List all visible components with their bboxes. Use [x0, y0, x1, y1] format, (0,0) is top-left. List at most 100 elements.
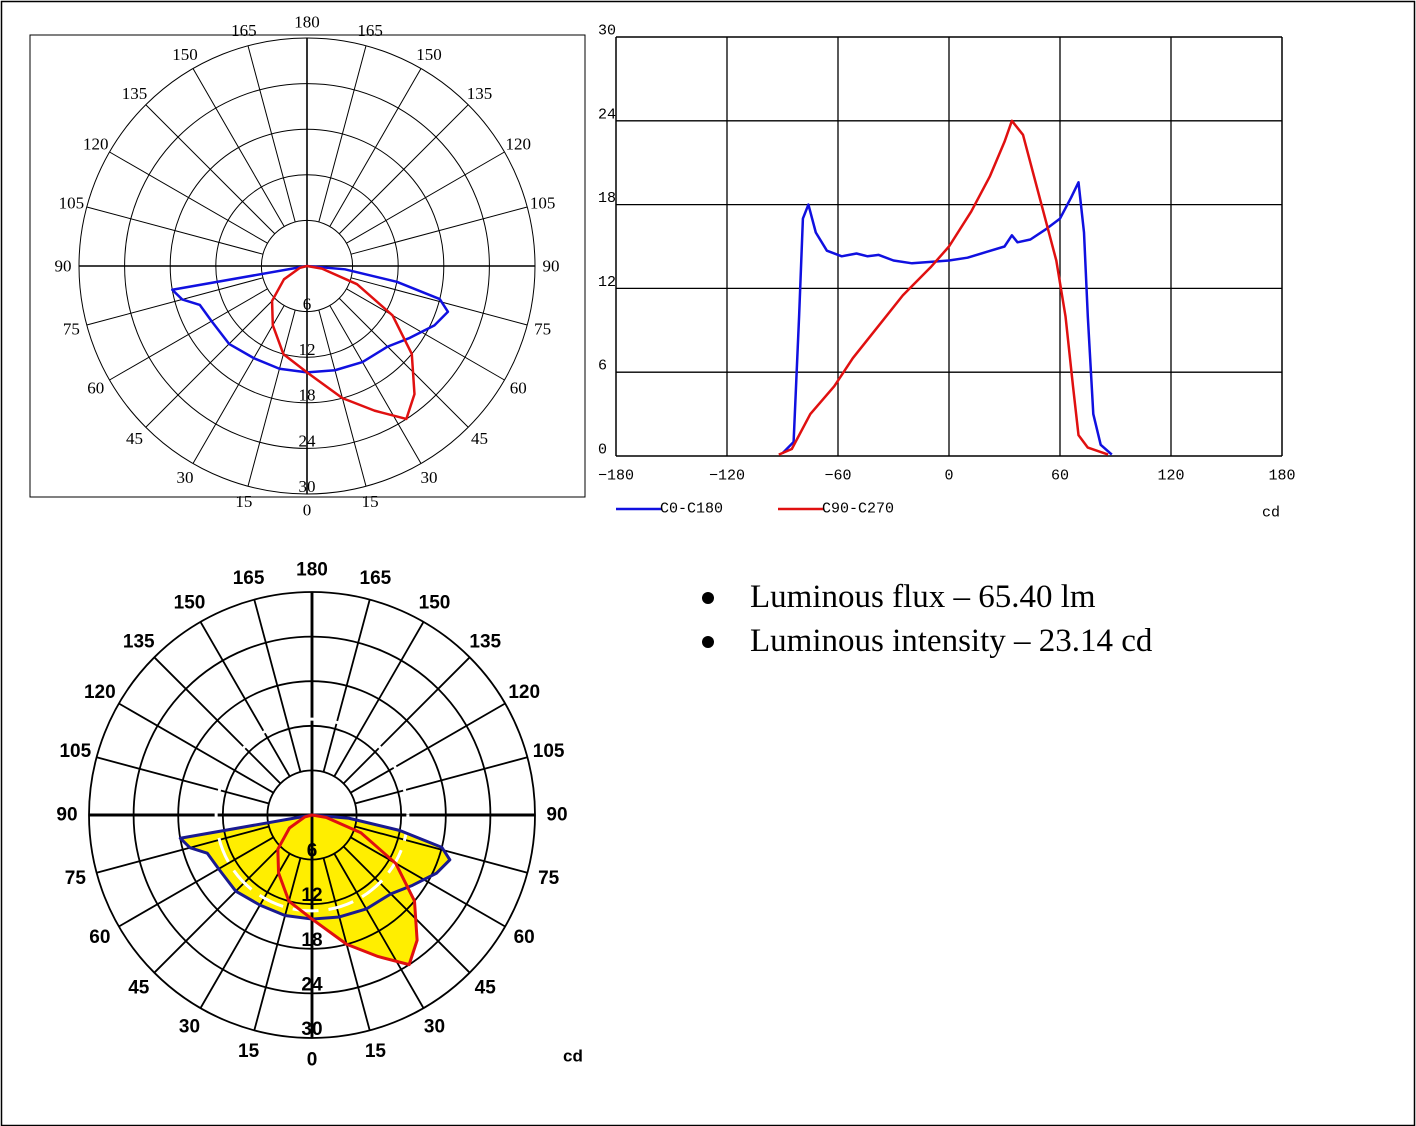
radial-label: 24 [299, 431, 317, 450]
angle-spoke [199, 853, 291, 1009]
spec-intensity-text: Luminous intensity – 23.14 cd [750, 623, 1153, 659]
angle-spoke [109, 288, 268, 381]
line-chart: −180 −120 −60 0 60 120 180 0 6 12 18 24 30 C0-C180 C90… [598, 23, 1296, 522]
angle-label: 60 [514, 927, 535, 948]
angle-label: 30 [424, 1017, 445, 1038]
angle-spoke [253, 599, 302, 773]
series-line-C90-C270 [778, 119, 1109, 456]
angle-label: 90 [56, 805, 77, 826]
angle-spoke [86, 277, 264, 326]
angle-label: 165 [233, 568, 265, 589]
angle-label: 90 [55, 257, 72, 276]
angle-spoke [318, 45, 367, 223]
angle-label: 165 [360, 568, 392, 589]
angle-label: 150 [416, 45, 442, 64]
angle-label: 135 [467, 84, 493, 103]
angle-spoke [322, 599, 371, 773]
angle-spoke [247, 309, 296, 487]
angle-label: 15 [365, 1041, 387, 1062]
unit-label: cd [1262, 505, 1280, 522]
angle-spoke [145, 297, 276, 428]
angle-label: 120 [84, 682, 116, 703]
polar-1-frame [29, 34, 586, 498]
angle-label: 75 [538, 868, 560, 889]
angle-label: 150 [174, 592, 206, 613]
angle-spoke [338, 297, 469, 428]
y-tick-label: 30 [598, 23, 616, 40]
y-tick-label: 0 [598, 442, 607, 459]
angle-label: 30 [179, 1017, 200, 1038]
angle-spoke [350, 702, 506, 794]
y-tick-label: 12 [598, 274, 616, 291]
angle-label: 165 [231, 21, 257, 40]
angle-spoke [192, 68, 285, 227]
angle-spoke [346, 151, 505, 244]
angle-spoke [96, 756, 270, 805]
radial-label: 6 [303, 294, 312, 313]
spec-item-flux: Luminous flux – 65.40 lm [700, 575, 1380, 619]
angle-label: 45 [126, 429, 143, 448]
legend-label: C90-C270 [822, 501, 894, 518]
y-tick-label: 18 [598, 190, 616, 207]
series-line-C0-C180 [781, 181, 1113, 456]
angle-spoke [145, 104, 276, 235]
angle-label: 45 [471, 429, 488, 448]
radial-label: 12 [301, 885, 322, 906]
angle-spoke [346, 288, 505, 381]
radial-label: 18 [301, 930, 322, 951]
y-tick-label: 6 [598, 358, 607, 375]
angle-label: 120 [506, 135, 532, 154]
angle-label: 75 [534, 320, 551, 339]
angle-label: 135 [123, 631, 155, 652]
angle-label: 135 [122, 84, 148, 103]
angle-label: 150 [172, 45, 198, 64]
angle-spoke [86, 206, 264, 255]
angle-spoke [354, 756, 528, 805]
angle-spoke [118, 702, 274, 794]
angle-spoke [350, 206, 528, 255]
angle-label: 60 [510, 379, 527, 398]
angle-label: 30 [421, 468, 438, 487]
angle-label: 90 [546, 805, 567, 826]
angle-label: 105 [533, 741, 565, 762]
angle-spoke [329, 305, 422, 464]
angle-label: 75 [63, 320, 80, 339]
spec-flux-text: Luminous flux – 65.40 lm [750, 579, 1096, 615]
series-line-C90-C270 [270, 264, 416, 421]
angle-label: 0 [307, 1050, 318, 1071]
angle-spoke [253, 857, 302, 1031]
x-tick-label: −180 [598, 468, 634, 485]
angle-label: 60 [89, 927, 110, 948]
bullet-dot [702, 636, 714, 648]
angle-label: 180 [296, 560, 328, 581]
angle-label: 30 [177, 468, 194, 487]
legend-label: C0-C180 [660, 501, 723, 518]
angle-spoke [342, 845, 471, 974]
angle-label: 120 [83, 135, 109, 154]
spec-item-intensity: Luminous intensity – 23.14 cd [700, 619, 1380, 663]
radial-label: 24 [301, 974, 323, 995]
radial-label: 18 [299, 386, 316, 405]
radial-label: 30 [301, 1019, 322, 1040]
angle-label: 0 [303, 501, 312, 520]
x-tick-label: 60 [1051, 468, 1069, 485]
radial-label: 6 [307, 841, 318, 862]
angle-spoke [96, 825, 270, 874]
reference-circle [214, 717, 410, 913]
angle-label: 90 [543, 257, 560, 276]
angle-label: 150 [419, 592, 451, 613]
angle-label: 15 [238, 1041, 260, 1062]
angle-spoke [354, 825, 528, 874]
angle-label: 105 [59, 193, 85, 212]
series-line-C0-C180 [171, 264, 450, 374]
angle-spoke [153, 656, 282, 785]
angle-spoke [199, 621, 291, 777]
x-tick-label: −60 [824, 468, 851, 485]
angle-spoke [118, 836, 274, 928]
angle-label: 45 [128, 978, 150, 999]
series-line-C90-C270 [276, 813, 419, 967]
x-tick-label: 120 [1157, 468, 1184, 485]
angle-label: 75 [65, 868, 87, 889]
